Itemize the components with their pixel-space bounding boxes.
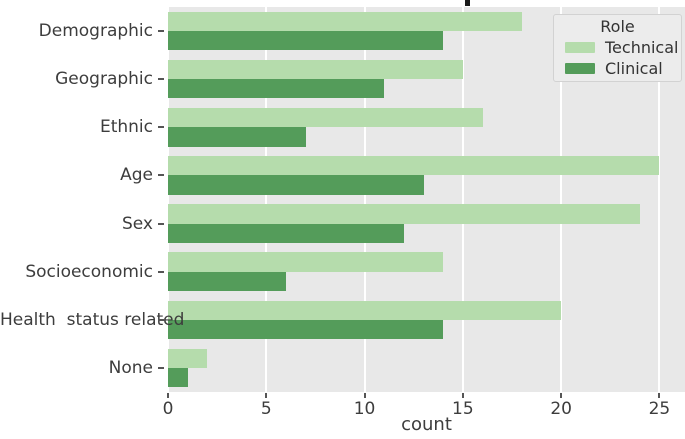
y-label: Socioeconomic xyxy=(25,261,153,282)
bar-technical xyxy=(168,11,522,32)
technical-swatch-icon xyxy=(565,41,595,53)
bar-technical xyxy=(168,59,463,80)
gridline-x20 xyxy=(560,7,563,392)
bar-technical xyxy=(168,300,562,320)
x-tick-mark xyxy=(363,393,366,398)
gridline-x0 xyxy=(167,7,169,392)
bar-technical xyxy=(168,252,444,272)
bar-technical xyxy=(168,348,208,368)
x-tick-label: 5 xyxy=(260,399,272,419)
gridline-x15 xyxy=(461,7,464,392)
legend-row-clinical: Clinical xyxy=(554,58,681,78)
x-tick-mark xyxy=(461,393,464,398)
x-tick-mark xyxy=(167,393,169,398)
chart-row xyxy=(168,248,685,296)
y-axis: Demographic Geographic Ethnic Age Sex Socioec… xyxy=(0,7,185,392)
x-tick-label: 25 xyxy=(648,399,671,419)
x-axis-title: count xyxy=(401,414,452,435)
y-label: None xyxy=(108,357,153,378)
chart-row xyxy=(168,200,685,248)
bar-clinical xyxy=(168,367,188,388)
bar-clinical xyxy=(168,223,404,243)
y-tick xyxy=(158,30,164,33)
chart-row xyxy=(168,296,685,344)
clinical-swatch-icon xyxy=(565,62,595,74)
chart-row xyxy=(168,103,685,151)
clipped-title-fragment xyxy=(465,0,470,6)
bar-technical xyxy=(168,156,660,176)
x-tick-mark xyxy=(265,393,268,398)
legend: Role Technical Clinical xyxy=(553,14,682,82)
x-tick-mark xyxy=(658,393,661,398)
chart-row xyxy=(168,55,685,103)
y-label: Age xyxy=(120,165,153,186)
bar-clinical xyxy=(168,31,444,51)
x-tick-label: 10 xyxy=(353,399,376,419)
gridline-x25 xyxy=(658,7,661,392)
y-tick xyxy=(158,270,164,273)
y-label: Geographic xyxy=(55,69,153,90)
y-label: Ethnic xyxy=(99,117,153,138)
chart-row xyxy=(168,7,685,55)
y-tick xyxy=(158,366,164,369)
x-tick-mark xyxy=(560,393,563,398)
y-label: Sex xyxy=(121,213,153,234)
bar-clinical xyxy=(168,271,286,291)
legend-row-technical: Technical xyxy=(554,37,681,57)
bar-clinical xyxy=(168,79,385,99)
legend-label-clinical: Clinical xyxy=(605,58,663,78)
y-tick xyxy=(158,222,164,225)
x-axis: 0 5 10 15 20 25 xyxy=(163,392,685,439)
legend-title: Role xyxy=(600,17,635,36)
y-tick xyxy=(158,126,164,129)
bar-clinical xyxy=(168,127,306,147)
bar-technical xyxy=(168,108,483,128)
gridline-x10 xyxy=(363,7,366,392)
chart-row xyxy=(168,344,685,392)
x-tick-label: 20 xyxy=(550,399,572,419)
legend-label-technical: Technical xyxy=(605,37,679,57)
y-label: Demographic xyxy=(38,21,153,42)
y-tick xyxy=(158,318,164,321)
bar-clinical xyxy=(168,319,444,340)
chart-row xyxy=(168,151,685,199)
y-label: Health status related xyxy=(0,309,185,330)
x-tick-label: 0 xyxy=(162,399,174,419)
gridline-x5 xyxy=(265,7,268,392)
y-tick xyxy=(158,78,164,81)
y-tick xyxy=(158,174,164,177)
x-tick-label: 15 xyxy=(452,399,474,419)
bar-clinical xyxy=(168,175,424,195)
bar-technical xyxy=(168,204,640,224)
